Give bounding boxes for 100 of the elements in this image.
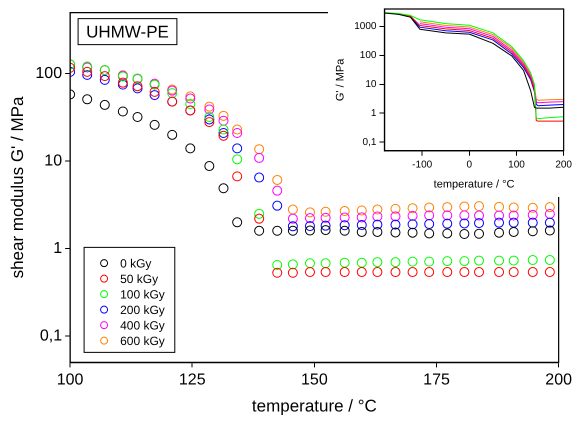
point xyxy=(544,255,555,266)
point xyxy=(100,71,110,82)
point xyxy=(390,220,400,230)
point xyxy=(494,218,504,228)
point xyxy=(372,204,382,215)
point xyxy=(304,267,315,278)
point xyxy=(424,267,434,278)
point xyxy=(232,143,242,154)
point xyxy=(167,130,178,140)
point xyxy=(288,204,298,215)
point xyxy=(185,143,196,154)
x-tick-label: 100 xyxy=(56,371,84,388)
x-axis-title: temperature / °C xyxy=(434,178,515,190)
point xyxy=(459,218,470,228)
point xyxy=(118,106,128,116)
y-tick-label: 10 xyxy=(365,79,377,90)
point xyxy=(204,117,214,128)
point xyxy=(442,202,452,212)
x-axis-title: temperature / °C xyxy=(252,396,377,416)
point xyxy=(254,208,264,219)
point xyxy=(528,267,538,278)
point xyxy=(320,212,331,223)
point xyxy=(390,267,400,278)
point xyxy=(132,112,143,122)
point xyxy=(340,220,350,230)
point xyxy=(320,258,331,268)
point xyxy=(356,212,367,222)
point xyxy=(372,212,382,222)
point xyxy=(320,206,331,217)
point xyxy=(340,226,350,236)
legend-label: 100 kGy xyxy=(120,287,165,302)
x-tick-label: 175 xyxy=(423,371,450,388)
point xyxy=(254,144,264,154)
point xyxy=(528,218,538,228)
point xyxy=(356,258,367,268)
point xyxy=(442,210,452,220)
point xyxy=(218,130,228,141)
point xyxy=(340,212,350,222)
y-tick-label: 0,1 xyxy=(362,136,377,148)
point xyxy=(150,120,160,130)
point xyxy=(508,226,519,237)
point xyxy=(459,210,470,220)
point xyxy=(408,203,418,214)
point xyxy=(272,268,282,278)
point xyxy=(508,210,519,221)
y-tick-label: 1 xyxy=(370,108,377,119)
point xyxy=(232,154,242,164)
point xyxy=(204,112,214,122)
x-tick-label: 150 xyxy=(301,371,328,388)
point xyxy=(218,110,228,121)
point xyxy=(204,161,214,172)
point xyxy=(218,183,228,194)
point xyxy=(424,256,434,267)
point xyxy=(494,228,504,238)
point xyxy=(272,226,282,236)
point xyxy=(372,226,382,237)
point xyxy=(204,114,214,124)
point xyxy=(508,267,519,278)
y-tick-label: 100 xyxy=(35,65,62,82)
y-axis-title: G' / MPa xyxy=(334,58,347,102)
point xyxy=(272,174,282,185)
point xyxy=(408,256,418,267)
point xyxy=(340,267,350,278)
point xyxy=(508,218,519,228)
point xyxy=(408,267,418,278)
x-tick-label: 0 xyxy=(466,160,473,171)
point xyxy=(288,221,298,232)
x-tick-label: 200 xyxy=(555,160,572,171)
point xyxy=(390,204,400,214)
point xyxy=(544,218,555,228)
point xyxy=(528,226,538,236)
point xyxy=(424,219,434,230)
point xyxy=(150,90,160,100)
point xyxy=(100,100,110,110)
point xyxy=(218,128,228,138)
point xyxy=(544,267,555,278)
point xyxy=(424,202,434,213)
legend-label: 50 kGy xyxy=(120,272,158,286)
legend-label: 400 kGy xyxy=(120,318,165,332)
point xyxy=(372,257,382,268)
point xyxy=(288,214,298,224)
point xyxy=(494,267,504,278)
point xyxy=(185,91,196,102)
y-tick-label: 0,1 xyxy=(40,327,62,344)
point xyxy=(356,226,367,237)
point xyxy=(356,220,367,230)
y-tick-label: 100 xyxy=(360,50,377,62)
point xyxy=(254,214,264,224)
point xyxy=(304,221,315,232)
point xyxy=(272,200,282,211)
point xyxy=(185,94,196,104)
point xyxy=(508,256,519,266)
point xyxy=(100,74,110,85)
point xyxy=(544,208,555,219)
point xyxy=(544,226,555,236)
point xyxy=(474,210,484,221)
point xyxy=(82,66,92,77)
x-tick-label: 200 xyxy=(545,371,572,388)
point xyxy=(494,256,504,266)
point xyxy=(544,202,555,212)
